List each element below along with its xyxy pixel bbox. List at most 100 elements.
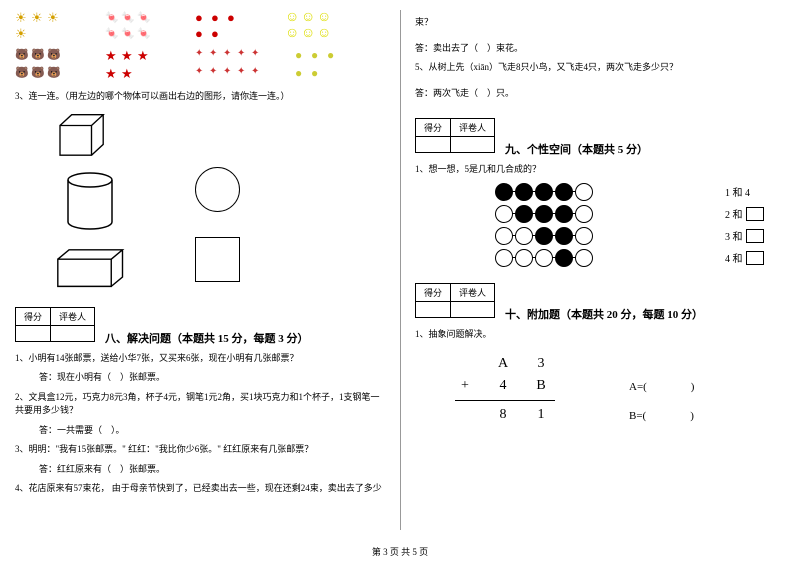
grader-cell xyxy=(451,137,495,153)
shapes-matching-area xyxy=(55,112,385,287)
strawberry-icon xyxy=(223,66,235,78)
smiley-icon xyxy=(301,26,315,40)
candy-icon xyxy=(137,26,151,40)
column-divider xyxy=(400,10,401,530)
answer-box xyxy=(746,207,764,221)
math-a: A xyxy=(493,356,513,372)
score-label: 得分 xyxy=(416,283,451,301)
section-9-header: 得分评卷人 九、个性空间（本题共 5 分） xyxy=(415,106,785,157)
page-footer: 第 3 页 共 5 页 xyxy=(0,540,800,558)
answer-box xyxy=(746,251,764,265)
smiley-icon xyxy=(301,10,315,24)
filled-dot-icon xyxy=(555,249,573,267)
strawberry-icon xyxy=(237,66,249,78)
smiley-icon xyxy=(317,10,331,24)
empty-dot-icon xyxy=(495,205,513,223)
empty-dot-icon xyxy=(575,227,593,245)
cube-3d-icon xyxy=(55,112,110,157)
grader-label: 评卷人 xyxy=(451,119,495,137)
strawberry-icon xyxy=(251,48,263,60)
answer-8-4: 答：卖出去了（ ）束花。 xyxy=(415,42,785,56)
score-cell xyxy=(416,301,451,317)
score-table-8: 得分评卷人 xyxy=(15,307,95,342)
star-icon xyxy=(105,66,119,80)
candy-icon xyxy=(105,10,119,24)
strawberry-icon xyxy=(209,48,221,60)
empty-dot-icon xyxy=(515,249,533,267)
pear-icon xyxy=(311,66,325,80)
math-plus: + xyxy=(455,378,475,394)
empty-dot-icon xyxy=(575,183,593,201)
grader-label: 评卷人 xyxy=(51,307,95,325)
cylinder-3d-icon xyxy=(65,172,115,232)
question-8-1: 1、小明有14张邮票，送给小华7张，又买来6张，现在小明有几张邮票？ xyxy=(15,352,385,366)
filled-dot-icon xyxy=(515,205,533,223)
apple-icon xyxy=(195,26,209,40)
bear-icon xyxy=(15,66,29,82)
circle-2d-icon xyxy=(195,167,240,212)
dots-row: 3 和 xyxy=(495,227,785,245)
star-icon xyxy=(121,66,135,80)
math-b: B xyxy=(531,378,551,394)
star-group xyxy=(105,48,165,82)
cuboid-3d-icon xyxy=(55,247,130,287)
math-3: 3 xyxy=(531,356,551,372)
bear-icon xyxy=(31,66,45,82)
grader-cell xyxy=(51,325,95,341)
score-table-10: 得分评卷人 xyxy=(415,283,495,318)
suns-group xyxy=(15,10,75,40)
apple-icon xyxy=(211,26,225,40)
apple-icon xyxy=(211,10,225,24)
sun-icon xyxy=(15,10,29,24)
answer-8-2: 答：一共需要（ ）。 xyxy=(15,424,385,438)
bear-icon xyxy=(47,48,61,64)
question-3: 3、连一连。（用左边的哪个物体可以画出右边的图形，请你连一连。） xyxy=(15,90,385,104)
candy-icon xyxy=(121,26,135,40)
filled-dot-icon xyxy=(535,183,553,201)
smiley-icon xyxy=(317,26,331,40)
sun-icon xyxy=(15,26,29,40)
option-label: 1 和 4 xyxy=(725,184,750,199)
strawberry-icon xyxy=(223,48,235,60)
math-1: 1 xyxy=(531,407,551,423)
smiley-group xyxy=(285,10,345,40)
empty-dot-icon xyxy=(495,249,513,267)
filled-dot-icon xyxy=(515,183,533,201)
section-10-title: 十、附加题（本题共 20 分，每题 10 分） xyxy=(505,306,703,322)
option-label: 3 和 xyxy=(725,228,764,243)
question-8-5: 5、从树上先（xiān）飞走8只小鸟，又飞走4只，两次飞走多少只？ xyxy=(415,61,785,75)
answer-8-3: 答：红红原来有（ ）张邮票。 xyxy=(15,463,385,477)
question-8-4-cont: 束？ xyxy=(415,16,785,30)
answer-8-1: 答：现在小明有（ ）张邮票。 xyxy=(15,371,385,385)
strawberry-icon xyxy=(237,48,249,60)
strawberry-group xyxy=(195,48,265,82)
pear-icon xyxy=(311,48,325,62)
dots-row: 1 和 4 xyxy=(495,183,785,201)
pear-icon xyxy=(295,48,309,62)
math-rule-line xyxy=(455,400,555,401)
smiley-icon xyxy=(285,10,299,24)
option-label: 4 和 xyxy=(725,250,764,265)
equation-a: A=( ) xyxy=(629,378,694,394)
score-label: 得分 xyxy=(416,119,451,137)
math-8: 8 xyxy=(493,407,513,423)
filled-dot-icon xyxy=(535,227,553,245)
apple-icon xyxy=(227,10,241,24)
score-label: 得分 xyxy=(16,307,51,325)
candy-icon xyxy=(121,10,135,24)
equation-b: B=( ) xyxy=(629,407,694,423)
empty-dot-icon xyxy=(575,249,593,267)
section-8-header: 得分评卷人 八、解决问题（本题共 15 分，每题 3 分） xyxy=(15,295,385,346)
question-10-1: 1、抽象问题解决。 xyxy=(415,328,785,342)
score-table-9: 得分评卷人 xyxy=(415,118,495,153)
grader-cell xyxy=(451,301,495,317)
score-cell xyxy=(16,325,51,341)
icon-groups-row1 xyxy=(15,10,385,40)
strawberry-icon xyxy=(251,66,263,78)
bear-group xyxy=(15,48,75,82)
star-icon xyxy=(121,48,135,62)
candy-icon xyxy=(137,10,151,24)
dots-row: 4 和 xyxy=(495,249,785,267)
bear-icon xyxy=(31,48,45,64)
math-addition-problem: A 3 + 4 B A=( ) 8 1 B=( ) xyxy=(455,356,785,423)
